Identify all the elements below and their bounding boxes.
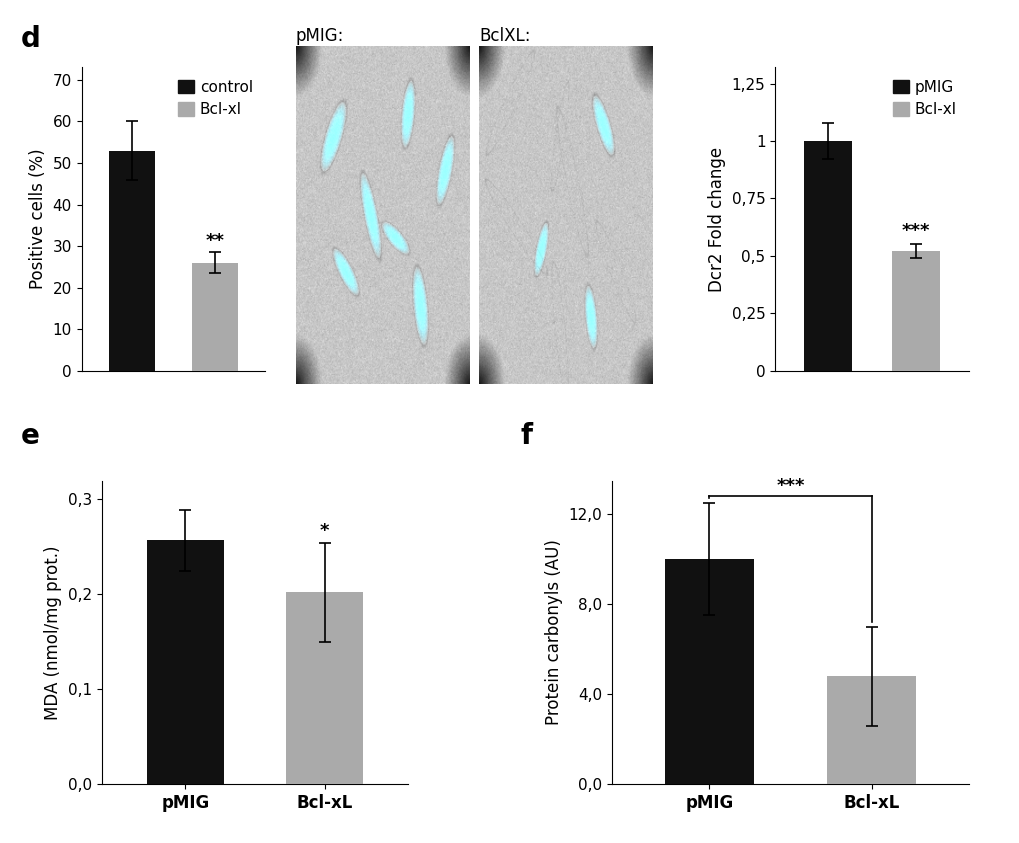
Text: BclXL:: BclXL:	[479, 27, 530, 45]
Text: d: d	[20, 25, 40, 53]
Legend: pMIG, Bcl-xl: pMIG, Bcl-xl	[888, 75, 961, 122]
Text: *: *	[320, 523, 329, 540]
Y-axis label: MDA (nmol/mg prot.): MDA (nmol/mg prot.)	[45, 545, 62, 719]
Y-axis label: Protein carbonyls (AU): Protein carbonyls (AU)	[544, 540, 562, 725]
Text: pMIG:: pMIG:	[296, 27, 343, 45]
Text: **: **	[206, 233, 224, 250]
Y-axis label: Positive cells (%): Positive cells (%)	[29, 149, 47, 289]
Bar	[891, 251, 940, 371]
Bar	[192, 263, 237, 371]
Text: ***: ***	[901, 222, 929, 240]
Bar	[664, 559, 753, 784]
Bar	[147, 540, 223, 784]
Bar	[286, 593, 363, 784]
Text: ***: ***	[775, 477, 804, 495]
Y-axis label: Dcr2 Fold change: Dcr2 Fold change	[707, 147, 726, 292]
Legend: control, Bcl-xl: control, Bcl-xl	[173, 75, 258, 122]
Bar	[109, 151, 155, 371]
Bar	[803, 141, 852, 371]
Text: f: f	[520, 422, 532, 449]
Bar	[826, 676, 915, 784]
Text: e: e	[20, 422, 40, 449]
